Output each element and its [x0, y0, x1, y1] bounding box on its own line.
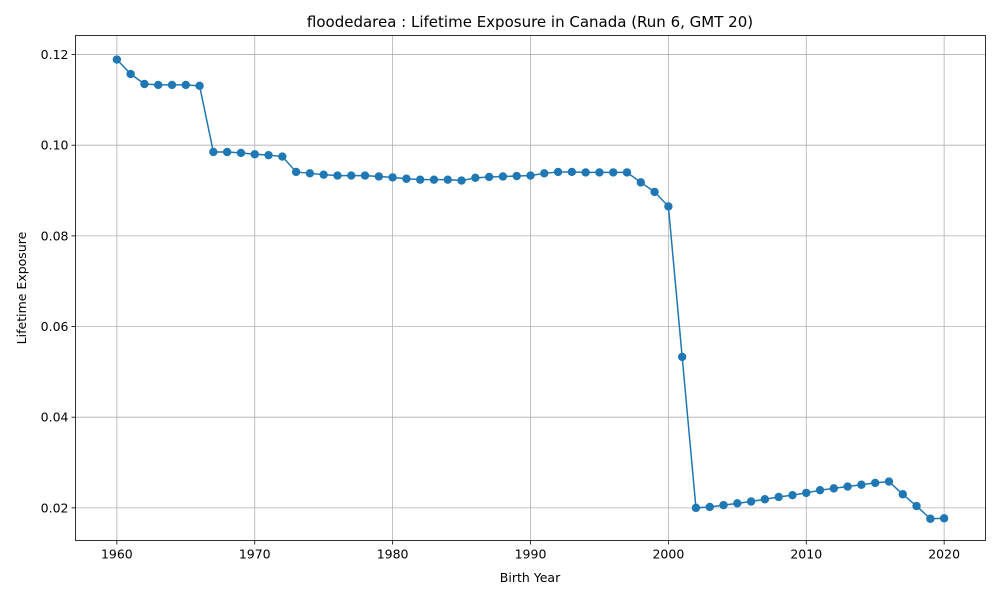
data-point: [250, 150, 259, 159]
data-point: [333, 171, 342, 180]
data-point: [843, 482, 852, 491]
chart-title: floodedarea : Lifetime Exposure in Canad…: [307, 13, 753, 31]
data-point: [264, 150, 273, 160]
data-point: [154, 80, 163, 90]
data-point: [871, 478, 880, 488]
data-point: [650, 187, 659, 197]
data-point: [347, 171, 356, 180]
data-point: [788, 490, 797, 500]
data-point: [374, 172, 384, 181]
x-tick-label: 1990: [515, 547, 547, 562]
y-tick-label: 0.04: [41, 410, 69, 425]
data-point: [926, 514, 935, 523]
data-point: [595, 168, 604, 177]
y-tick-label: 0.08: [41, 228, 69, 243]
data-point: [540, 169, 549, 178]
data-point: [402, 174, 411, 183]
data-point: [484, 172, 494, 182]
data-point: [416, 175, 425, 184]
data-point: [112, 55, 122, 64]
data-point: [305, 169, 315, 178]
data-point: [774, 492, 783, 502]
series-layer: [112, 55, 949, 523]
data-point: [677, 352, 687, 362]
data-point: [195, 81, 204, 91]
data-point: [388, 173, 397, 182]
x-axis-label: Birth Year: [500, 570, 561, 585]
data-point: [236, 148, 246, 158]
x-tick-label: 2010: [790, 547, 822, 562]
x-tick-label: 1970: [239, 547, 271, 562]
data-point: [884, 477, 894, 486]
data-point: [471, 173, 480, 183]
data-point: [443, 175, 452, 184]
data-point: [746, 497, 756, 506]
data-point: [278, 152, 287, 161]
data-point: [222, 147, 232, 157]
y-tick-label: 0.06: [41, 319, 69, 334]
data-point: [553, 167, 563, 177]
data-point: [733, 499, 742, 508]
grid: [75, 35, 986, 541]
data-point: [691, 503, 701, 513]
x-tick-label: 1980: [377, 547, 409, 562]
data-point: [622, 168, 632, 177]
data-point: [912, 501, 921, 511]
data-point: [705, 502, 714, 512]
data-point: [567, 167, 577, 177]
data-point: [291, 167, 301, 177]
data-point: [181, 80, 190, 90]
data-point: [829, 484, 839, 493]
data-point: [360, 171, 370, 180]
data-point: [898, 490, 907, 499]
data-point: [581, 168, 590, 177]
data-point: [140, 79, 149, 89]
data-point: [719, 500, 728, 510]
data-point: [457, 176, 466, 185]
data-point: [664, 202, 673, 211]
data-point: [815, 485, 825, 495]
data-point: [498, 172, 508, 181]
data-point: [429, 175, 439, 184]
data-point: [526, 171, 535, 180]
y-axis-ticks: 0.02 0.04 0.06 0.08 0.10 0.12: [41, 47, 76, 515]
y-tick-label: 0.02: [41, 500, 69, 515]
data-point: [802, 488, 811, 498]
data-point: [857, 480, 866, 489]
data-point: [512, 171, 521, 181]
x-tick-label: 1960: [101, 547, 133, 562]
data-point: [319, 170, 328, 179]
x-tick-label: 2020: [928, 547, 960, 562]
x-tick-label: 2000: [652, 547, 684, 562]
y-tick-label: 0.10: [41, 138, 69, 153]
data-point: [209, 147, 218, 157]
x-axis-ticks: 1960 1970 1980 1990 2000 2010 2020: [101, 540, 960, 562]
data-point: [939, 514, 949, 523]
data-point: [609, 168, 618, 177]
y-axis-label: Lifetime Exposure: [14, 231, 29, 344]
data-point: [167, 80, 177, 90]
y-tick-label: 0.12: [41, 47, 69, 62]
data-point: [760, 495, 770, 504]
data-point: [126, 69, 135, 79]
data-point: [636, 178, 645, 187]
